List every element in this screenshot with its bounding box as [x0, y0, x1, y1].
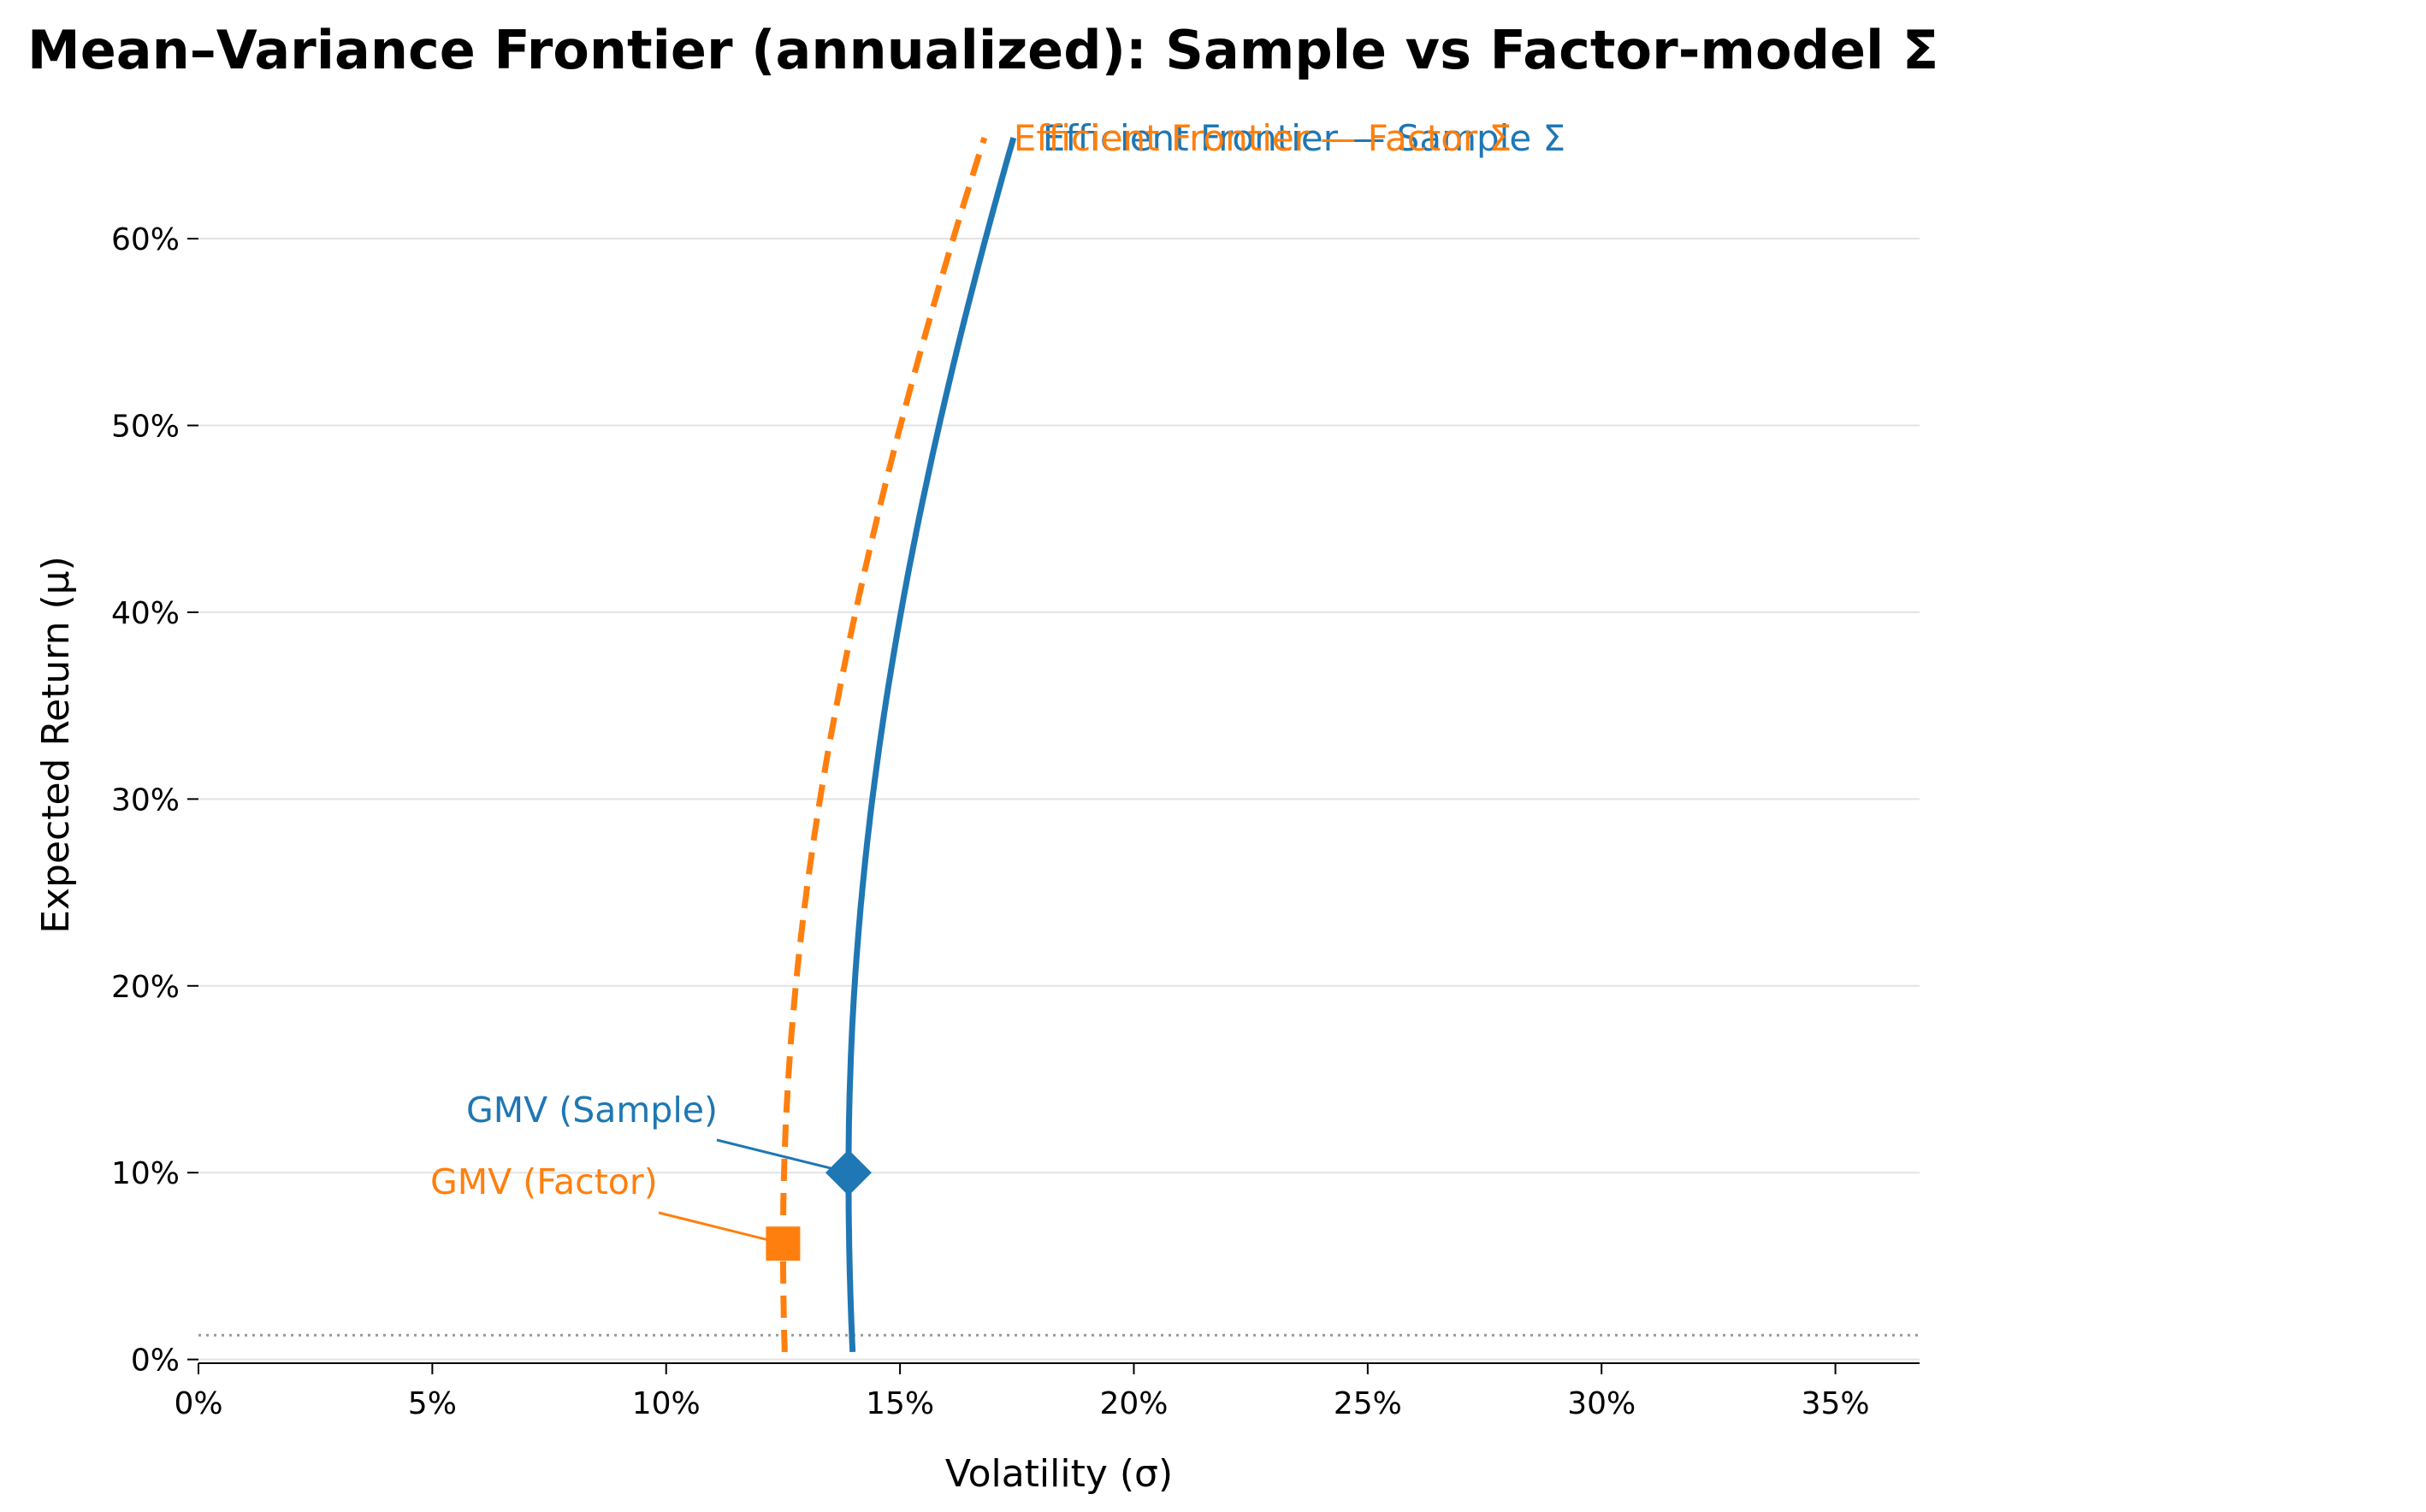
frontier-line-factor: [779, 137, 988, 1352]
x-tick-label-2: 10%: [632, 1386, 701, 1421]
y-axis-ticks: 0% 10% 20% 30% 40% 50% 60%: [111, 222, 198, 1379]
series-layer: [779, 137, 1017, 1353]
gmv-sample-marker: [825, 1149, 872, 1196]
annotation-leader-0: [716, 1138, 849, 1174]
x-axis-ticks: 0% 5% 10% 15% 20% 25% 30% 35%: [174, 1363, 1870, 1421]
y-tick-label-5: 50%: [111, 409, 180, 444]
axes: [198, 1362, 1920, 1364]
x-tick-label-3: 15%: [866, 1386, 934, 1421]
annotation-label-0: GMV (Sample): [466, 1090, 718, 1131]
x-tick-label-5: 25%: [1334, 1386, 1402, 1421]
x-tick-label-6: 30%: [1567, 1386, 1636, 1421]
x-tick-label-7: 35%: [1802, 1386, 1870, 1421]
y-tick-label-6: 60%: [111, 222, 180, 257]
grid: [198, 238, 1920, 1361]
x-tick-label-1: 5%: [408, 1386, 457, 1421]
y-tick-label-0: 0%: [131, 1344, 180, 1379]
y-tick-label-1: 10%: [111, 1156, 180, 1191]
x-axis-label: Volatility (σ): [945, 1452, 1173, 1496]
y-tick-label-2: 20%: [111, 970, 180, 1005]
annotation-label-1: GMV (Factor): [430, 1161, 658, 1202]
chart-title: Mean–Variance Frontier (annualized): Sam…: [27, 19, 1938, 81]
y-tick-label-4: 40%: [111, 596, 180, 631]
series-end-label-sample: Efficient Frontier — Sample Σ: [1043, 117, 1565, 159]
y-axis-label: Expected Return (μ): [34, 556, 78, 934]
annotation-leader-1: [658, 1211, 784, 1245]
gmv-factor-marker: [766, 1226, 801, 1261]
frontier-line-sample: [845, 137, 1017, 1353]
annotations: GMV (Sample) GMV (Factor): [430, 1090, 849, 1245]
gmv-points: [766, 1149, 872, 1261]
x-tick-label-0: 0%: [174, 1386, 222, 1421]
x-tick-label-4: 20%: [1099, 1386, 1168, 1421]
series-end-label-factor: Efficient Frontier — Factor Σ: [1014, 117, 1512, 159]
y-tick-label-3: 30%: [111, 783, 180, 818]
